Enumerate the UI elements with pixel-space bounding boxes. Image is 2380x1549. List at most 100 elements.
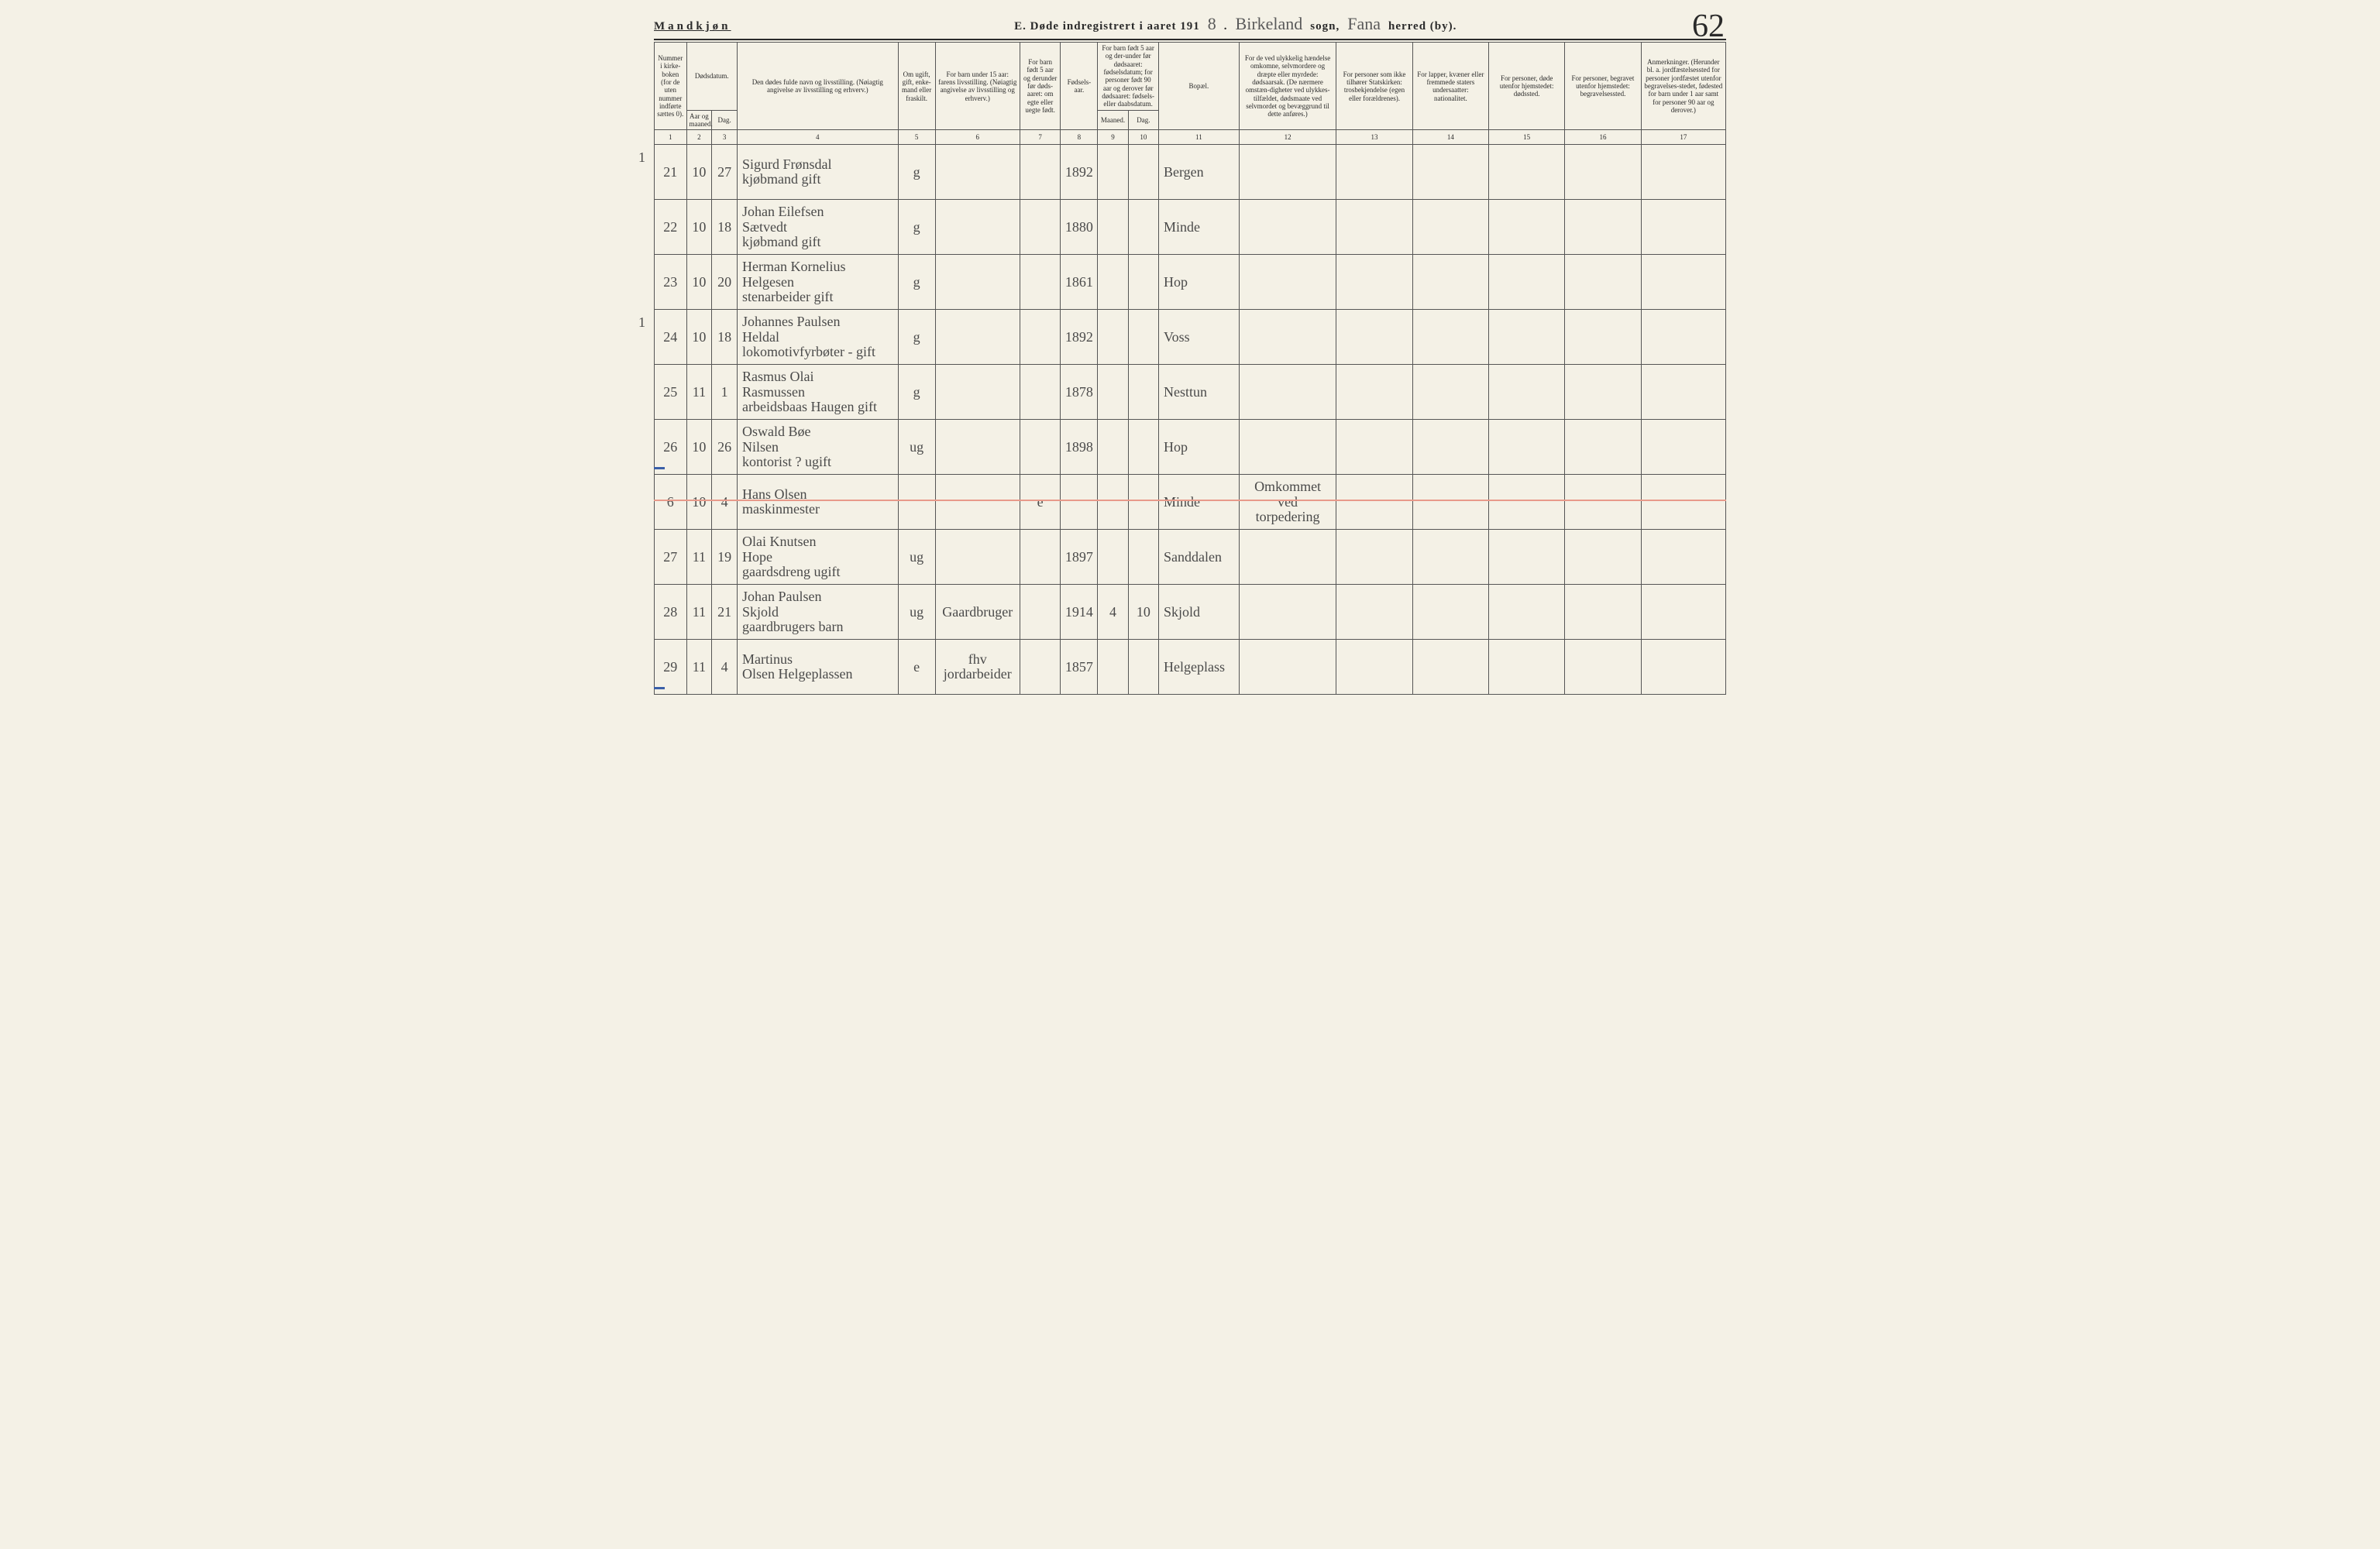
col-header: For lapper, kvæner eller fremmede stater… [1412, 43, 1488, 130]
cell-d: 27 [712, 145, 738, 200]
cell-d16 [1565, 420, 1641, 475]
table-row: 6104Hans OlsenmaskinmestereMindeOmkommet… [655, 475, 1726, 530]
cell-status: g [898, 310, 935, 365]
sogn-label: sogn, [1310, 20, 1340, 33]
cell-d15 [1489, 585, 1565, 640]
cell-fd [1128, 145, 1158, 200]
cell-n: 27 [655, 530, 687, 585]
title-dot: . [1224, 20, 1228, 33]
column-number: 5 [898, 130, 935, 145]
cell-d12 [1239, 640, 1336, 695]
cell-d: 4 [712, 475, 738, 530]
column-number: 16 [1565, 130, 1641, 145]
column-number: 6 [935, 130, 1020, 145]
column-number: 13 [1336, 130, 1412, 145]
cell-faar: 1897 [1061, 530, 1098, 585]
cell-fm [1098, 475, 1128, 530]
cell-faren [935, 310, 1020, 365]
cell-egte [1020, 585, 1060, 640]
cell-faar: 1892 [1061, 310, 1098, 365]
cell-d14 [1412, 585, 1488, 640]
page-header: Mandkjøn E. Døde indregistrert i aaret 1… [654, 14, 1726, 40]
cell-d13 [1336, 585, 1412, 640]
cell-egte: e [1020, 475, 1060, 530]
cell-egte [1020, 255, 1060, 310]
cell-d13 [1336, 365, 1412, 420]
table-row: 221018Johan Eilefsen Sætvedtkjøbmand gif… [655, 200, 1726, 255]
column-number: 4 [738, 130, 899, 145]
cell-d16 [1565, 145, 1641, 200]
col-header: Anmerkninger. (Herunder bl. a. jordfæste… [1641, 43, 1725, 130]
col-header: For barn født 5 aar og derunder før døds… [1020, 43, 1060, 130]
cell-d13 [1336, 475, 1412, 530]
cell-d16 [1565, 475, 1641, 530]
header-title-row: E. Døde indregistrert i aaret 1918 . Bir… [745, 14, 1726, 34]
sogn-handwritten: Birkeland [1236, 14, 1303, 34]
cell-bopael: Hop [1158, 420, 1239, 475]
cell-d14 [1412, 145, 1488, 200]
cell-faren: Gaardbruger [935, 585, 1020, 640]
cell-d15 [1489, 475, 1565, 530]
cell-d17 [1641, 255, 1725, 310]
column-number: 11 [1158, 130, 1239, 145]
cell-fm [1098, 310, 1128, 365]
cell-faren [935, 145, 1020, 200]
col-header-group: Dødsdatum. [686, 43, 738, 111]
column-number: 1 [655, 130, 687, 145]
cell-status [898, 475, 935, 530]
cell-m: 10 [686, 145, 712, 200]
cell-d12 [1239, 200, 1336, 255]
cell-fm [1098, 365, 1128, 420]
col-header: For personer, døde utenfor hjemstedet: d… [1489, 43, 1565, 130]
blue-margin-mark [654, 467, 665, 469]
cell-m: 10 [686, 310, 712, 365]
column-number: 9 [1098, 130, 1128, 145]
cell-fd [1128, 475, 1158, 530]
col-header: For de ved ulykkelig hændelse omkomne, s… [1239, 43, 1336, 130]
herred-label: herred (by). [1388, 20, 1457, 33]
cell-fd [1128, 255, 1158, 310]
cell-d14 [1412, 420, 1488, 475]
cell-fd [1128, 365, 1158, 420]
cell-bopael: Minde [1158, 200, 1239, 255]
col-header: Bopæl. [1158, 43, 1239, 130]
cell-d16 [1565, 530, 1641, 585]
cell-d12 [1239, 310, 1336, 365]
cell-d: 26 [712, 420, 738, 475]
cell-d14 [1412, 310, 1488, 365]
cell-fm [1098, 200, 1128, 255]
table-row: 211027Sigurd Frønsdalkjøbmand giftg1892B… [655, 145, 1726, 200]
col-header: Om ugift, gift, enke-mand eller fraskilt… [898, 43, 935, 130]
cell-d17 [1641, 640, 1725, 695]
cell-status: g [898, 365, 935, 420]
cell-d14 [1412, 255, 1488, 310]
cell-status: ug [898, 420, 935, 475]
col-header: For barn under 15 aar: farens livsstilli… [935, 43, 1020, 130]
cell-faar: 1892 [1061, 145, 1098, 200]
cell-d17 [1641, 145, 1725, 200]
col-header: Fødsels-aar. [1061, 43, 1098, 130]
gender-label: Mandkjøn [654, 20, 731, 33]
cell-faren [935, 255, 1020, 310]
cell-d13 [1336, 310, 1412, 365]
cell-faar: 1861 [1061, 255, 1098, 310]
cell-status: ug [898, 530, 935, 585]
cell-d13 [1336, 640, 1412, 695]
column-number: 17 [1641, 130, 1725, 145]
cell-m: 11 [686, 585, 712, 640]
cell-n: 6 [655, 475, 687, 530]
col-header: Nummer i kirke-boken (for de uten nummer… [655, 43, 687, 130]
cell-d13 [1336, 200, 1412, 255]
cell-name: Herman Kornelius Helgesenstenarbeider gi… [738, 255, 899, 310]
column-number: 7 [1020, 130, 1060, 145]
cell-d16 [1565, 640, 1641, 695]
col-header: Aar og maaned. [686, 110, 712, 130]
cell-d12 [1239, 585, 1336, 640]
cell-bopael: Hop [1158, 255, 1239, 310]
cell-name: Hans Olsenmaskinmester [738, 475, 899, 530]
table-row: 271119Olai Knutsen Hopegaardsdreng ugift… [655, 530, 1726, 585]
cell-d13 [1336, 530, 1412, 585]
cell-d17 [1641, 310, 1725, 365]
cell-egte [1020, 640, 1060, 695]
cell-d16 [1565, 310, 1641, 365]
